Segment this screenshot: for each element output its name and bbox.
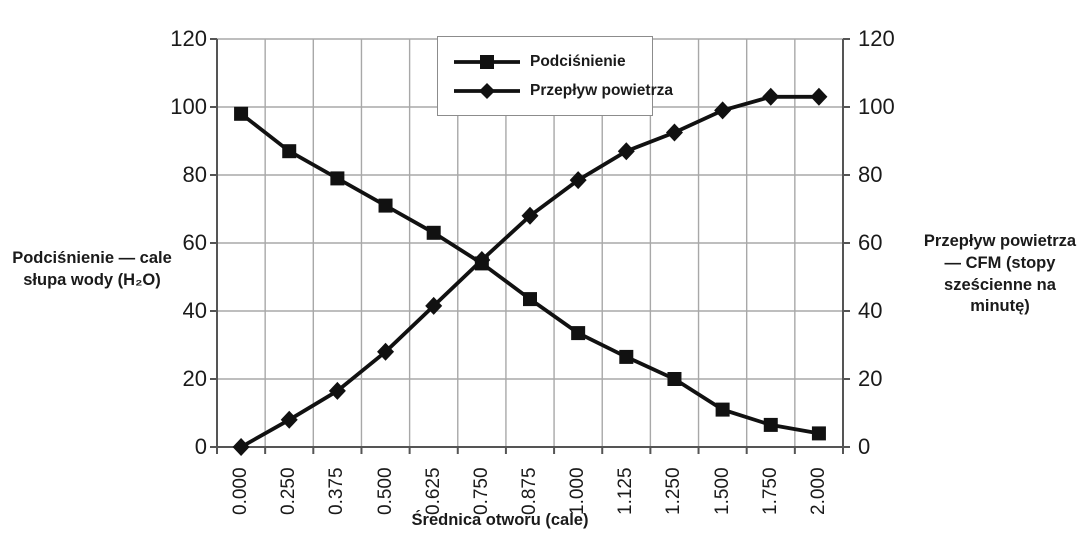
square-data-point	[378, 198, 393, 213]
right-y-axis-tick-label: 100	[858, 94, 895, 119]
x-axis-tick-label: 0.250	[278, 467, 300, 515]
legend-item-przeplyw: Przepływ powietrza	[454, 81, 673, 101]
left-axis-title: Podciśnienie — cale słupa wody (H₂O)	[8, 248, 176, 292]
series-line-square	[239, 112, 820, 436]
series-line-diamond	[240, 94, 819, 449]
left-y-axis-tick-label: 120	[170, 26, 207, 51]
x-axis-tick-label: 1.500	[711, 467, 733, 515]
left-axis-title-line1: Podciśnienie — cale	[12, 249, 172, 267]
left-y-axis-tick-label: 40	[182, 298, 207, 323]
diamond-data-point	[810, 87, 828, 106]
x-axis-tick-label: 0.500	[374, 467, 396, 515]
square-data-point	[523, 292, 537, 307]
right-y-axis-tick-label: 60	[858, 230, 883, 255]
legend-label-przeplyw: Przepływ powietrza	[530, 81, 673, 99]
x-axis-tick-label: 2.000	[807, 467, 829, 515]
x-axis-tick-label: 0.875	[519, 467, 540, 515]
x-axis-title: Średnica otworu (cale)	[411, 511, 589, 529]
diamond-data-point	[425, 296, 443, 315]
left-y-axis-tick-label: 20	[182, 366, 207, 391]
x-axis-tick-label: 0.625	[422, 467, 444, 515]
left-y-axis-tick-label: 60	[182, 230, 207, 255]
x-axis-tick-label: 0.000	[230, 467, 252, 515]
right-y-axis-tick-label: 120	[858, 26, 895, 51]
right-axis-title-line4: minutę)	[970, 297, 1030, 316]
x-axis-tick-label: 1.000	[567, 467, 589, 515]
diamond-data-point	[521, 206, 539, 225]
square-data-point	[811, 426, 826, 441]
diamond-data-point	[762, 87, 780, 106]
x-axis-tick-label: 1.250	[663, 467, 685, 515]
left-y-axis-tick-label: 0	[194, 434, 207, 459]
x-axis-tick-label: 0.750	[470, 467, 492, 515]
square-data-point	[282, 144, 297, 159]
legend-label-podcisnienie: Podciśnienie	[530, 52, 626, 70]
diamond-data-point	[569, 171, 587, 190]
diamond-data-point	[617, 142, 635, 161]
legend-item-podcisnienie: Podciśnienie	[454, 52, 652, 72]
right-y-axis-tick-label: 80	[858, 162, 883, 187]
square-data-point	[234, 106, 249, 121]
diamond-data-point	[328, 381, 346, 400]
diamond-data-point	[232, 438, 250, 456]
square-data-point	[426, 225, 441, 240]
right-y-axis-tick-label: 0	[858, 434, 871, 459]
legend: Podciśnienie Przepływ powietrza	[437, 36, 673, 116]
diamond-data-point	[665, 123, 683, 142]
right-axis-title-line3: sześcienne na	[944, 275, 1056, 294]
diamond-data-point	[473, 251, 491, 269]
diamond-data-point	[714, 101, 732, 120]
square-data-point	[571, 326, 586, 341]
right-y-axis-tick-label: 20	[858, 366, 883, 391]
x-axis-tick-label: 1.125	[615, 467, 637, 515]
square-data-point	[715, 402, 730, 417]
right-axis-title-line2: — CFM (stopy	[944, 253, 1056, 272]
right-y-axis-tick-label: 40	[858, 298, 883, 323]
legend-square-marker	[454, 54, 520, 69]
left-axis-title-line2: słupa wody (H₂O)	[23, 270, 161, 289]
square-data-point	[330, 171, 345, 186]
right-axis-title-line1: Przepływ powietrza	[923, 232, 1077, 250]
diamond-data-point	[377, 342, 395, 361]
square-data-point	[667, 372, 682, 386]
x-axis-tick-label: 1.750	[759, 467, 781, 515]
left-y-axis-tick-label: 100	[170, 94, 207, 119]
square-data-point	[619, 349, 634, 364]
left-y-axis-tick-label: 80	[182, 162, 207, 187]
legend-diamond-marker	[454, 82, 520, 99]
x-axis-tick-label: 0.375	[326, 467, 348, 515]
right-axis-title: Przepływ powietrza — CFM (stopy sześcien…	[918, 231, 1080, 318]
diamond-data-point	[280, 410, 298, 429]
square-data-point	[763, 417, 778, 432]
